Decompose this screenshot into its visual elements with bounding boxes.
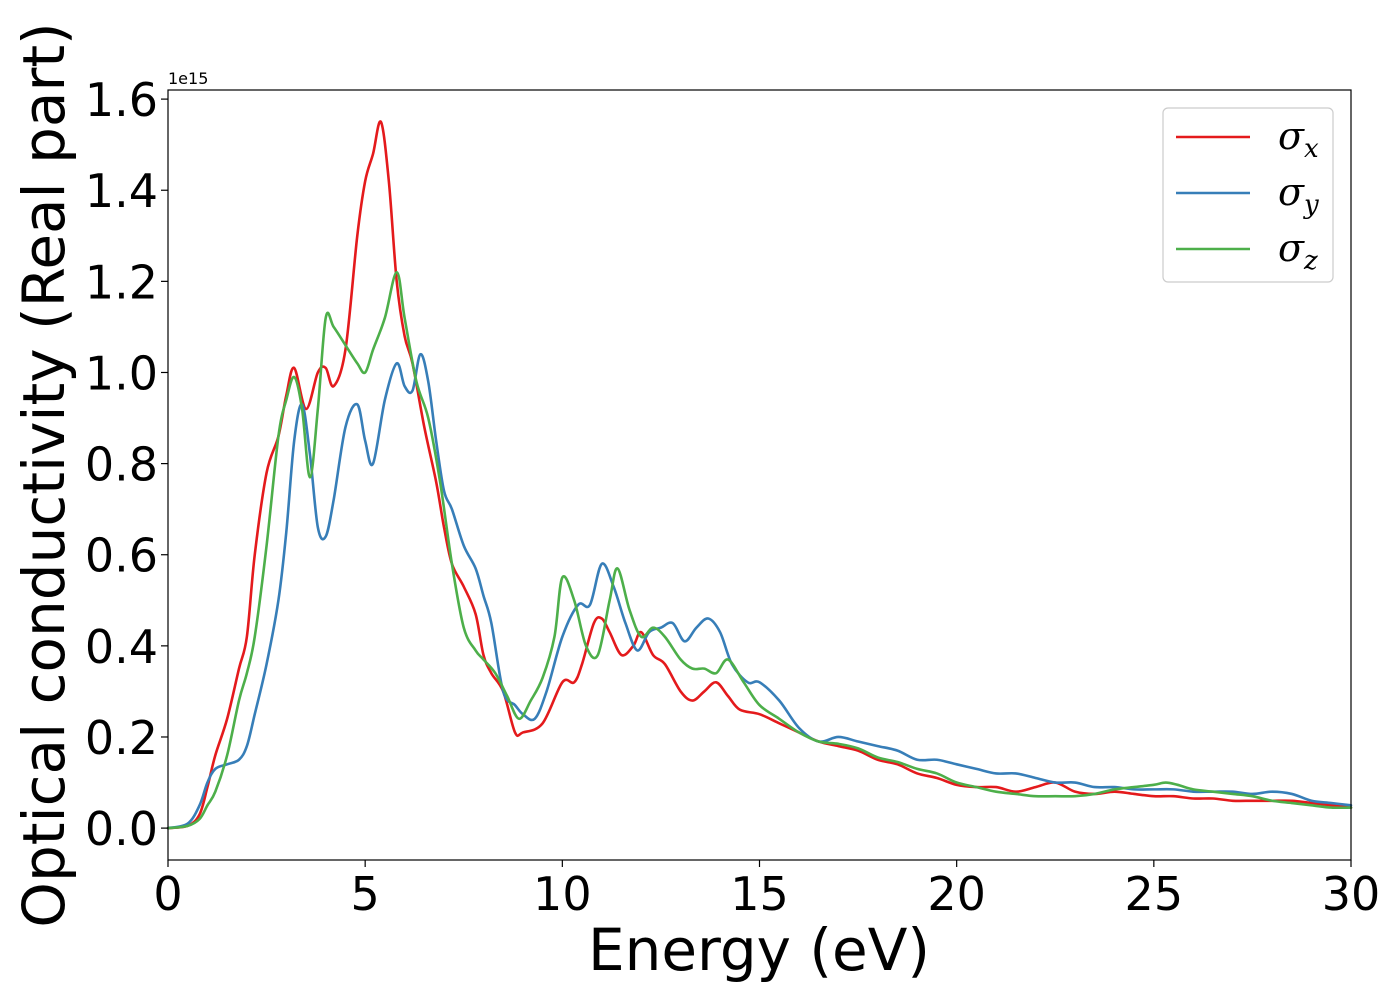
y-offset-label: 1e15 [168, 69, 208, 88]
legend: σx σy σz [1162, 107, 1334, 283]
x-tick-label: 20 [927, 867, 986, 921]
legend-box [1162, 107, 1334, 283]
x-tick-label: 30 [1322, 867, 1381, 921]
y-tick-label: 1.6 [85, 73, 158, 127]
y-tick-label: 0.8 [85, 438, 158, 492]
y-tick-label: 1.4 [85, 164, 158, 218]
x-axis: 0 5 10 15 20 25 30 [153, 860, 1380, 921]
series-line-sigma-z [166, 270, 1353, 830]
y-tick-label: 0.2 [85, 711, 158, 765]
series-layer [166, 120, 1353, 830]
y-tick-label: 0.4 [85, 620, 158, 674]
x-tick-label: 15 [730, 867, 789, 921]
x-tick-label: 0 [153, 867, 182, 921]
x-tick-label: 25 [1125, 867, 1184, 921]
x-tick-label: 10 [533, 867, 592, 921]
series-line-sigma-x [166, 120, 1353, 830]
legend-label-sigma-y: σy [1278, 170, 1319, 220]
y-axis: 0.0 0.2 0.4 0.6 0.8 1.0 1.2 1.4 1.6 [85, 73, 168, 856]
y-tick-label: 1.2 [85, 255, 158, 309]
y-tick-label: 0.0 [85, 802, 158, 856]
y-tick-label: 0.6 [85, 529, 158, 583]
x-axis-title: Energy (eV) [588, 916, 930, 984]
legend-items: σx σy σz [1176, 114, 1319, 276]
y-axis-title: Optical conductivity (Real part) [10, 22, 78, 927]
series-line-sigma-y [166, 352, 1353, 830]
legend-label-sigma-x: σx [1278, 114, 1319, 164]
legend-label-sigma-z: σz [1278, 226, 1318, 276]
y-tick-label: 1.0 [85, 346, 158, 400]
x-tick-label: 5 [351, 867, 380, 921]
